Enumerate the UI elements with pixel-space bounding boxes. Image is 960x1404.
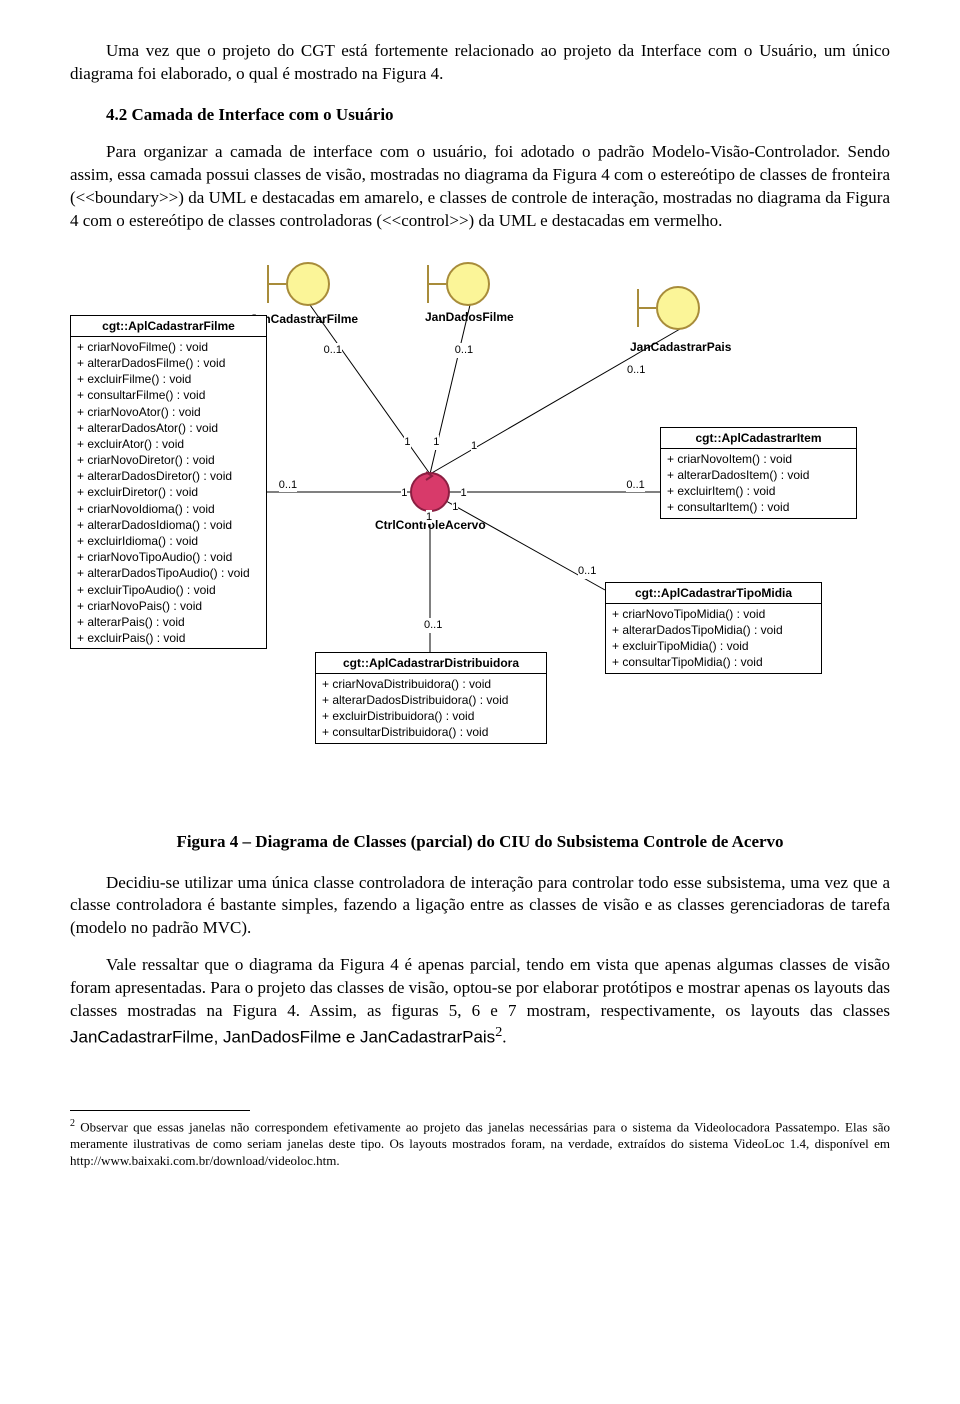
multiplicity: 0..1	[455, 343, 473, 358]
multiplicity: 1	[426, 510, 432, 525]
operation: + alterarDadosAtor() : void	[77, 420, 260, 436]
class-apl-cadastrar-item: cgt::AplCadastrarItem+ criarNovoItem() :…	[660, 427, 857, 519]
class-apl-cadastrar-distribuidora: cgt::AplCadastrarDistribuidora+ criarNov…	[315, 652, 547, 744]
operation: + criarNovoFilme() : void	[77, 339, 260, 355]
paragraph-3: Decidiu-se utilizar uma única classe con…	[70, 872, 890, 941]
multiplicity: 0..1	[424, 618, 442, 633]
multiplicity: 0..1	[324, 343, 342, 358]
operation: + alterarDadosTipoMidia() : void	[612, 622, 815, 638]
operation: + excluirDiretor() : void	[77, 484, 260, 500]
operation: + excluirPais() : void	[77, 630, 260, 646]
paragraph-4: Vale ressaltar que o diagrama da Figura …	[70, 954, 890, 1049]
operation: + criarNovaDistribuidora() : void	[322, 676, 540, 692]
section-heading: 4.2 Camada de Interface com o Usuário	[70, 104, 890, 127]
class-title: cgt::AplCadastrarDistribuidora	[316, 653, 546, 674]
operation: + alterarDadosFilme() : void	[77, 355, 260, 371]
multiplicity: 0..1	[627, 363, 645, 378]
boundary-label-jan-cadastrar-pais: JanCadastrarPais	[630, 339, 731, 355]
operation: + excluirTipoAudio() : void	[77, 582, 260, 598]
multiplicity: 1	[404, 435, 410, 450]
multiplicity: 0..1	[578, 564, 596, 579]
operation: + criarNovoDiretor() : void	[77, 452, 260, 468]
multiplicity: 0..1	[279, 478, 297, 493]
operation: + alterarDadosDistribuidora() : void	[322, 692, 540, 708]
operation: + excluirAtor() : void	[77, 436, 260, 452]
boundary-jan-cadastrar-filme	[264, 259, 334, 313]
boundary-jan-cadastrar-pais	[634, 283, 704, 337]
boundary-jan-dados-filme	[424, 259, 494, 313]
operation: + consultarDistribuidora() : void	[322, 724, 540, 740]
operation: + consultarItem() : void	[667, 499, 850, 515]
class-title: cgt::AplCadastrarFilme	[71, 316, 266, 337]
paragraph-2: Para organizar a camada de interface com…	[70, 141, 890, 233]
operation: + criarNovoIdioma() : void	[77, 501, 260, 517]
multiplicity: 1	[433, 435, 439, 450]
operation: + excluirItem() : void	[667, 483, 850, 499]
uml-diagram: JanCadastrarFilme0..11JanDadosFilme0..11…	[70, 247, 890, 817]
class-operations: + criarNovaDistribuidora() : void+ alter…	[316, 674, 546, 743]
class-title: cgt::AplCadastrarItem	[661, 428, 856, 449]
operation: + criarNovoItem() : void	[667, 451, 850, 467]
multiplicity: 1	[461, 486, 467, 501]
operation: + alterarDadosDiretor() : void	[77, 468, 260, 484]
operation: + alterarPais() : void	[77, 614, 260, 630]
class-operations: + criarNovoFilme() : void+ alterarDadosF…	[71, 337, 266, 649]
footnote: 2 Observar que essas janelas não corresp…	[70, 1117, 890, 1170]
operation: + consultarTipoMidia() : void	[612, 654, 815, 670]
figure-caption: Figura 4 – Diagrama de Classes (parcial)…	[70, 831, 890, 854]
operation: + consultarFilme() : void	[77, 387, 260, 403]
operation: + criarNovoPais() : void	[77, 598, 260, 614]
operation: + excluirFilme() : void	[77, 371, 260, 387]
operation: + criarNovoAtor() : void	[77, 404, 260, 420]
operation: + criarNovoTipoAudio() : void	[77, 549, 260, 565]
class-apl-cadastrar-tipomidia: cgt::AplCadastrarTipoMidia+ criarNovoTip…	[605, 582, 822, 674]
class-operations: + criarNovoTipoMidia() : void+ alterarDa…	[606, 604, 821, 673]
operation: + alterarDadosItem() : void	[667, 467, 850, 483]
footnote-separator	[70, 1110, 250, 1111]
multiplicity: 1	[452, 500, 458, 515]
operation: + criarNovoTipoMidia() : void	[612, 606, 815, 622]
operation: + excluirTipoMidia() : void	[612, 638, 815, 654]
multiplicity: 1	[401, 486, 407, 501]
operation: + excluirIdioma() : void	[77, 533, 260, 549]
operation: + alterarDadosIdioma() : void	[77, 517, 260, 533]
multiplicity: 0..1	[626, 478, 644, 493]
boundary-label-jan-dados-filme: JanDadosFilme	[425, 309, 514, 325]
class-apl-cadastrar-filme: cgt::AplCadastrarFilme+ criarNovoFilme()…	[70, 315, 267, 650]
multiplicity: 1	[471, 439, 477, 454]
paragraph-1: Uma vez que o projeto do CGT está fortem…	[70, 40, 890, 86]
operation: + excluirDistribuidora() : void	[322, 708, 540, 724]
operation: + alterarDadosTipoAudio() : void	[77, 565, 260, 581]
class-operations: + criarNovoItem() : void+ alterarDadosIt…	[661, 449, 856, 518]
class-title: cgt::AplCadastrarTipoMidia	[606, 583, 821, 604]
